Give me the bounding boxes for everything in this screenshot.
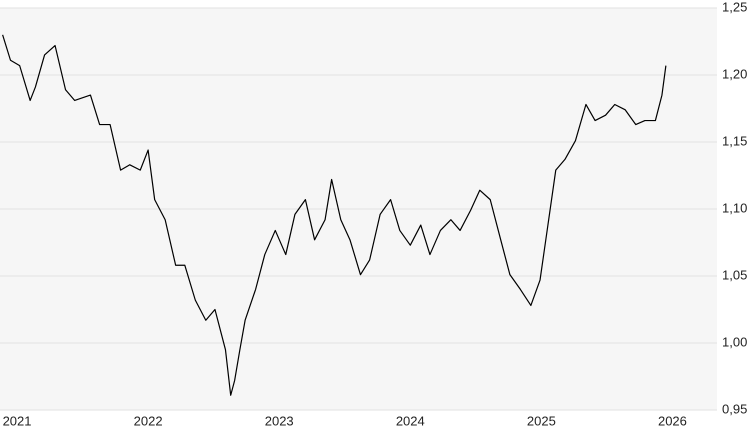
x-tick-label: 2021 (3, 413, 32, 428)
y-tick-label: 1,05 (722, 267, 747, 282)
y-tick-label: 1,25 (722, 0, 747, 14)
x-tick-label: 2023 (265, 413, 294, 428)
y-tick-label: 1,00 (722, 334, 747, 349)
y-tick-label: 0,95 (722, 401, 747, 416)
price-line (2, 34, 667, 396)
x-tick-label: 2022 (134, 413, 163, 428)
x-tick-label: 2026 (658, 413, 687, 428)
y-tick-label: 1,15 (722, 133, 747, 148)
y-tick-label: 1,20 (722, 66, 747, 81)
x-tick-label: 2025 (527, 413, 556, 428)
y-tick-label: 1,10 (722, 200, 747, 215)
x-tick-label: 2024 (396, 413, 425, 428)
